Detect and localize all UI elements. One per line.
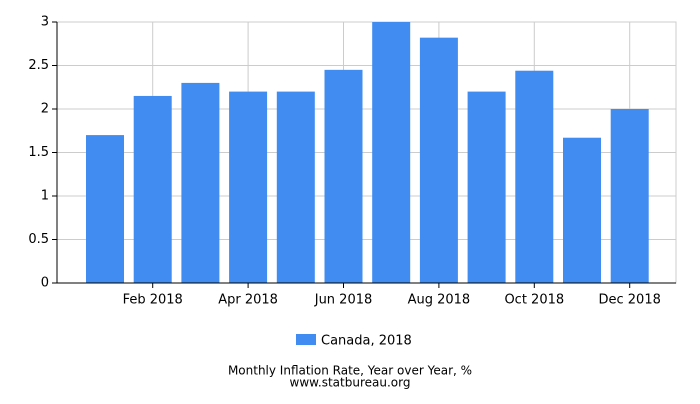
y-tick-label: 0.5 (28, 232, 49, 247)
bar (563, 137, 601, 283)
bar (181, 82, 220, 284)
y-tick-label: 2 (41, 102, 49, 117)
x-tick-label: Dec 2018 (599, 293, 661, 308)
bar (419, 37, 458, 283)
bar (515, 70, 554, 283)
x-tick-label: Aug 2018 (408, 293, 471, 308)
bar (229, 91, 268, 283)
bar (324, 69, 363, 283)
bar (133, 95, 172, 283)
y-tick-label: 3 (41, 15, 49, 30)
bar (372, 22, 411, 283)
y-tick-label: 1.5 (28, 145, 49, 160)
bar (276, 91, 315, 283)
legend-label: Canada, 2018 (321, 334, 412, 349)
bar (467, 91, 506, 283)
chart-caption: Monthly Inflation Rate, Year over Year, … (228, 364, 472, 378)
x-tick-label: Apr 2018 (218, 293, 278, 308)
y-tick-label: 1 (41, 189, 49, 204)
bar (610, 109, 649, 283)
y-tick-label: 2.5 (28, 58, 49, 73)
x-tick-label: Feb 2018 (123, 293, 183, 308)
y-tick-label: 0 (41, 276, 49, 291)
bar (86, 135, 124, 283)
x-tick-label: Jun 2018 (314, 293, 373, 308)
legend-swatch (296, 334, 316, 345)
x-tick-label: Oct 2018 (504, 293, 564, 308)
chart-source: www.statbureau.org (290, 376, 411, 390)
